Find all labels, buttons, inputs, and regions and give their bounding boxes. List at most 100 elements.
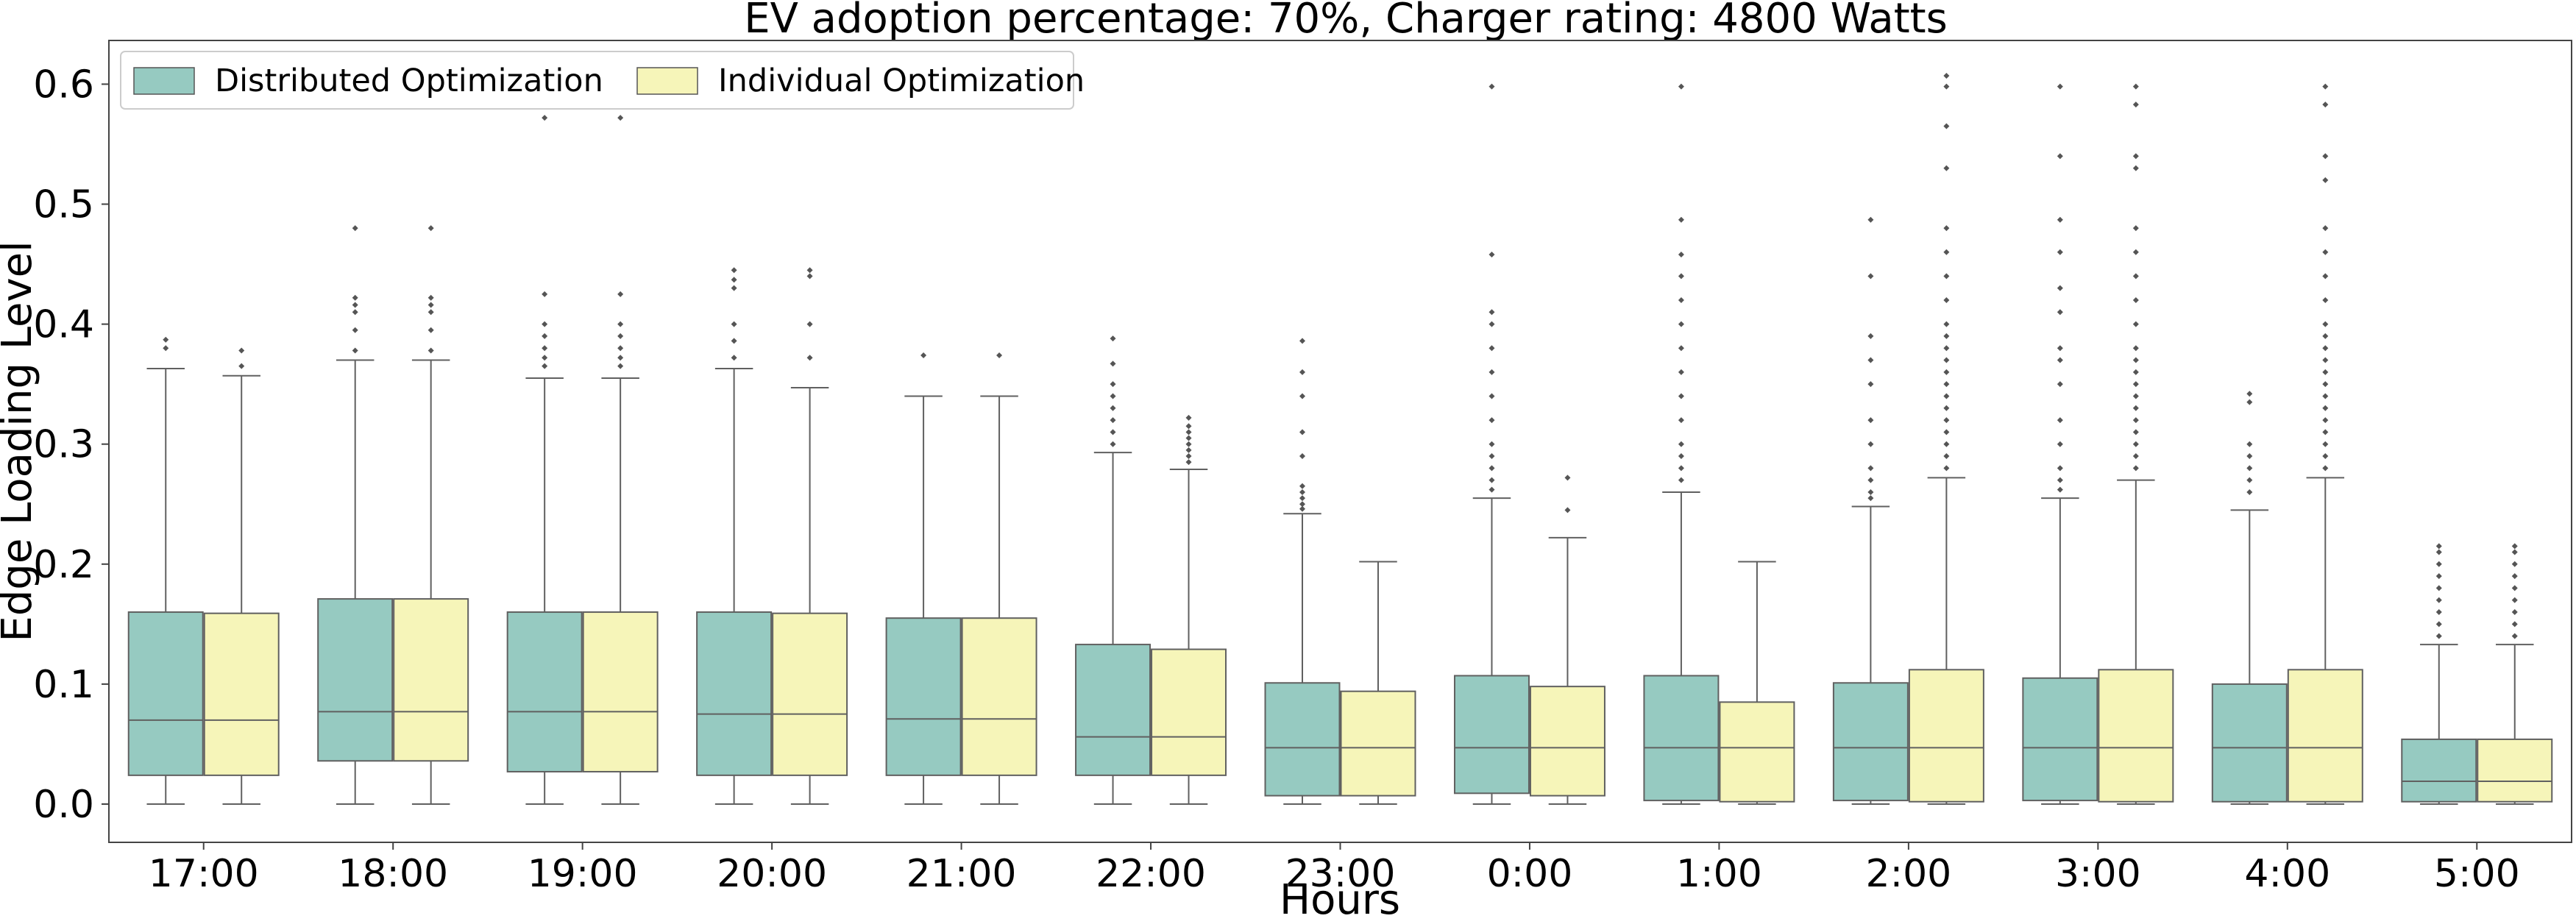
box-body [393, 598, 469, 762]
outlier-point [1489, 441, 1495, 447]
x-tick-label: 1:00 [1676, 852, 1762, 896]
outlier-point [2511, 585, 2518, 591]
legend-label-distributed: Distributed Optimization [215, 63, 603, 99]
outlier-point [1943, 249, 1950, 255]
outlier-point [2435, 597, 2442, 603]
outlier-point [2057, 417, 2063, 424]
outlier-point [1678, 252, 1684, 258]
outlier-point [1489, 83, 1495, 90]
outlier-point [2246, 465, 2253, 472]
outlier-point [1867, 488, 1874, 495]
outlier-point [731, 267, 737, 274]
outlier-point [2246, 391, 2253, 397]
outlier-point [2057, 357, 2063, 363]
box-body [506, 611, 583, 772]
outlier-point [1943, 321, 1950, 327]
outlier-point [1943, 123, 1950, 129]
box-distributed [506, 87, 583, 805]
box-individual [1340, 561, 1416, 805]
outlier-point [427, 294, 434, 301]
outlier-point [1299, 483, 1306, 489]
outlier-point [2322, 83, 2329, 90]
legend-swatch-individual [636, 67, 698, 95]
box-body [1643, 675, 1720, 802]
outlier-point [1185, 414, 1192, 421]
outlier-point [2132, 405, 2139, 411]
box-distributed [1264, 338, 1341, 805]
outlier-point [1678, 453, 1684, 460]
x-tick-label: 0:00 [1487, 852, 1573, 896]
outlier-point [1489, 369, 1495, 375]
outlier-point [1867, 357, 1874, 363]
outlier-point [163, 336, 169, 343]
outlier-point [1867, 381, 1874, 388]
box-body [696, 611, 773, 776]
outlier-point [2132, 465, 2139, 472]
outlier-point [2322, 393, 2329, 399]
box-body [317, 598, 394, 762]
outlier-point [1943, 273, 1950, 280]
outlier-point [1299, 338, 1306, 344]
outlier-point [1489, 486, 1495, 493]
box-distributed [1453, 83, 1530, 805]
box-individual [1529, 475, 1605, 805]
outlier-point [2057, 309, 2063, 316]
outlier-point [2435, 543, 2442, 550]
outlier-point [1867, 495, 1874, 502]
outlier-point [2511, 621, 2518, 628]
outlier-point [2322, 357, 2329, 363]
outlier-point [1943, 72, 1950, 79]
y-tick-label: 0.1 [33, 663, 94, 707]
plot-area-frame [108, 40, 2572, 843]
outlier-point [1564, 507, 1571, 513]
outlier-point [2057, 441, 2063, 447]
box-individual [772, 267, 848, 805]
box-body [2401, 738, 2477, 803]
outlier-point [920, 352, 927, 359]
box-distributed [885, 352, 962, 805]
outlier-point [352, 309, 358, 316]
box-body [1151, 648, 1227, 776]
x-tick-label: 5:00 [2434, 852, 2520, 896]
outlier-point [1489, 417, 1495, 424]
outlier-point [806, 355, 813, 361]
outlier-point [617, 115, 624, 121]
outlier-point [1943, 333, 1950, 339]
box-body [1075, 644, 1152, 776]
outlier-point [2057, 216, 2063, 223]
outlier-point [427, 327, 434, 333]
outlier-point [1299, 505, 1306, 512]
outlier-point [996, 352, 1003, 359]
outlier-point [2057, 83, 2063, 90]
outlier-point [1110, 417, 1116, 424]
outlier-point [1678, 321, 1684, 327]
outlier-point [1943, 165, 1950, 171]
outlier-point [2322, 405, 2329, 411]
box-body [127, 611, 204, 776]
box-body [203, 612, 280, 776]
box-body [2022, 677, 2098, 802]
outlier-point [238, 363, 245, 369]
legend-frame [120, 51, 1074, 110]
outlier-point [1489, 252, 1495, 258]
outlier-point [1678, 477, 1684, 483]
x-tick-label: 21:00 [906, 852, 1017, 896]
y-axis-label: Edge Loading Level [0, 241, 41, 642]
outlier-point [427, 225, 434, 232]
box-body [1908, 669, 1984, 803]
outlier-point [1299, 429, 1306, 436]
outlier-point [542, 291, 548, 297]
outlier-point [2322, 296, 2329, 303]
box-body [2477, 738, 2553, 803]
outlier-point [2322, 225, 2329, 232]
outlier-point [1867, 216, 1874, 223]
outlier-point [2132, 441, 2139, 447]
outlier-point [731, 285, 737, 291]
outlier-point [2132, 83, 2139, 90]
outlier-point [2435, 621, 2442, 628]
box-distributed [696, 267, 773, 805]
outlier-point [2132, 417, 2139, 424]
outlier-point [1110, 335, 1116, 342]
outlier-point [617, 321, 624, 327]
outlier-point [1299, 488, 1306, 495]
